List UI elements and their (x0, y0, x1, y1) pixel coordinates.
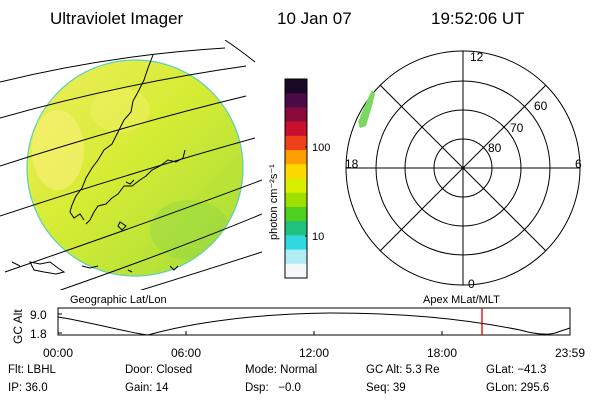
colorbar (284, 78, 308, 279)
colorbar-swatch (285, 135, 307, 151)
colorbar-swatch (285, 206, 307, 222)
app-title: Ultraviolet Imager (50, 9, 184, 28)
polar-auroral-patch (358, 90, 375, 128)
header-date: 10 Jan 07 (277, 9, 352, 28)
colorbar-swatch (285, 93, 307, 109)
colorbar-swatch (285, 249, 307, 265)
altitude-ylabel: GC Alt (11, 309, 25, 344)
altitude-xtick-2: 12:00 (299, 346, 330, 360)
coastline (11, 54, 186, 275)
polar-plot-label: Apex MLat/MLT (423, 294, 500, 306)
info-gain: Gain: 14 (125, 382, 169, 394)
auroral-disk (27, 60, 243, 276)
polar-mlt-18: 18 (345, 157, 359, 171)
info-door: Door: Closed (125, 364, 193, 376)
colorbar-unit-label: photon cm⁻²s⁻¹ (268, 164, 280, 240)
polar-mlt-0: 0 (468, 277, 475, 291)
info-mode: Mode: Normal (245, 364, 318, 376)
image-panel-label: Geographic Lat/Lon (70, 294, 167, 306)
colorbar-swatch (285, 263, 307, 279)
altitude-xtick-1: 06:00 (171, 346, 202, 360)
info-dsp: Dsp: −0.0 (245, 382, 301, 394)
colorbar-swatch (285, 235, 307, 251)
polar-mlt-6: 6 (575, 157, 582, 171)
disk-texture (32, 88, 230, 260)
info-seq: Seq: 39 (366, 382, 406, 394)
altitude-xtick-3: 18:00 (427, 346, 458, 360)
altitude-xtick-0: 00:00 (43, 346, 74, 360)
colorbar-tick-10: 10 (312, 231, 324, 243)
info-ip: IP: 36.0 (8, 382, 48, 394)
colorbar-swatch (285, 192, 307, 208)
header-time: 19:52:06 UT (431, 9, 525, 28)
altitude-ytick-max: 9.0 (30, 308, 47, 322)
info-filter: Flt: LBHL (8, 364, 56, 376)
altitude-plot (57, 307, 571, 336)
altitude-xtick-4: 23:59 (555, 346, 586, 360)
colorbar-swatch (285, 164, 307, 180)
colorbar-swatch (285, 79, 307, 94)
uv-image-panel (0, 40, 262, 290)
colorbar-swatch (285, 150, 307, 165)
polar-lat-60: 60 (534, 99, 548, 113)
geographic-grid (0, 40, 262, 290)
info-glon: GLon: 295.6 (486, 382, 550, 394)
colorbar-swatch (285, 178, 307, 194)
colorbar-swatch (285, 221, 307, 236)
polar-mlt-12: 12 (470, 50, 484, 64)
altitude-curve (57, 312, 571, 336)
colorbar-swatch (285, 121, 307, 137)
altitude-plot-frame (57, 307, 571, 336)
polar-lat-70: 70 (510, 121, 524, 135)
colorbar-tick-100: 100 (312, 142, 330, 154)
colorbar-swatch (285, 107, 307, 123)
info-glat: GLat: −41.3 (486, 364, 547, 376)
polar-lat-80: 80 (488, 141, 502, 155)
polar-plot (345, 50, 581, 286)
colorbar-swatches (285, 79, 307, 279)
altitude-ytick-min: 1.8 (30, 327, 47, 341)
info-gc-alt: GC Alt: 5.3 Re (366, 364, 440, 376)
